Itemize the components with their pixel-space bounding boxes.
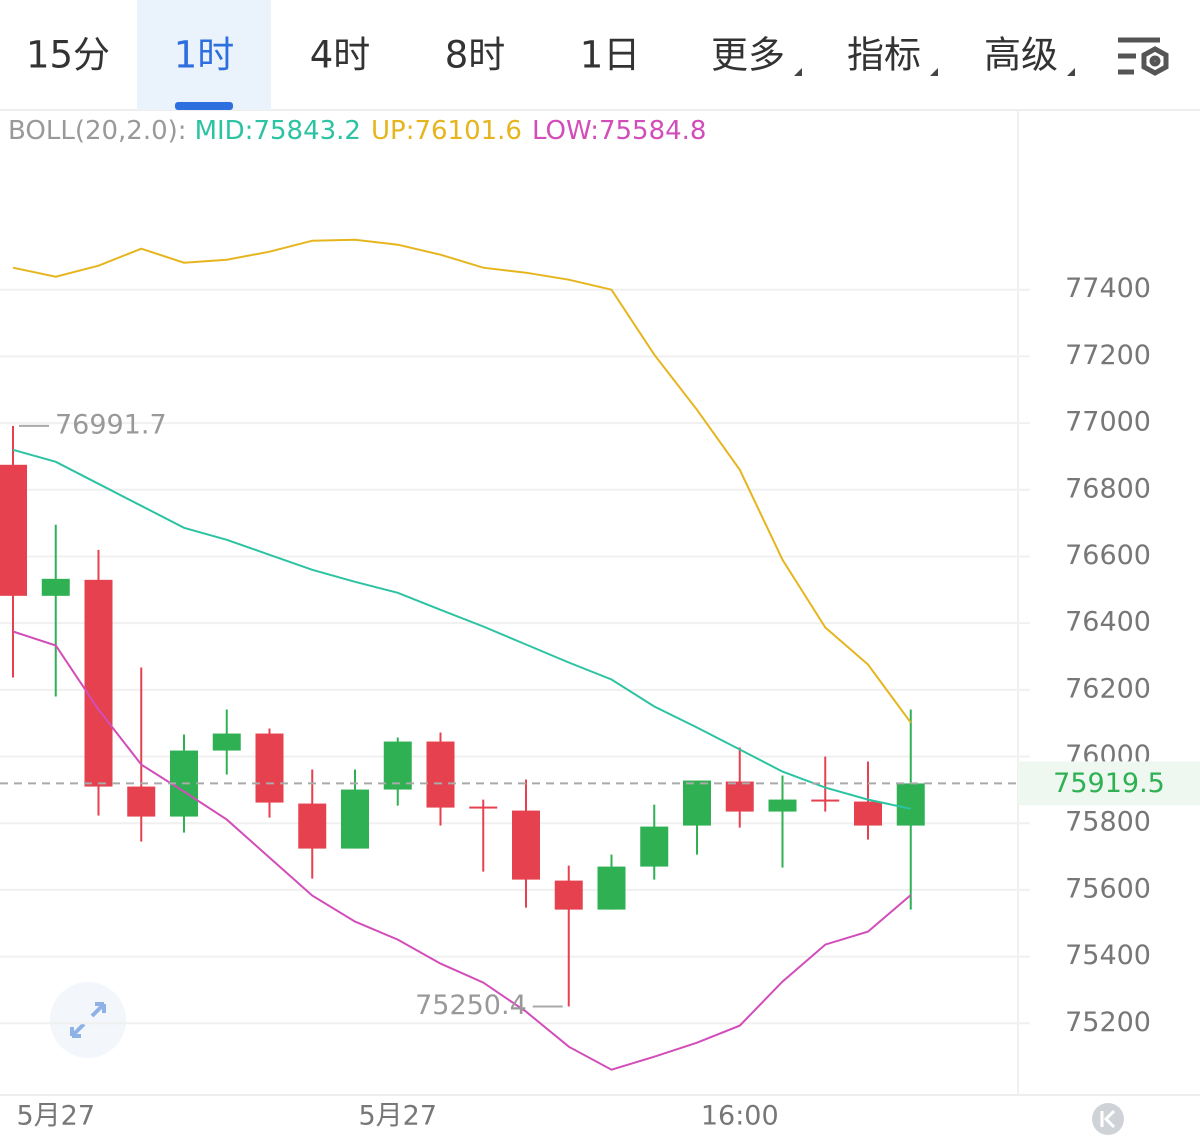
candle-body <box>84 579 113 787</box>
candle-body <box>854 801 882 826</box>
tab-label[interactable]: 1时 <box>174 34 235 77</box>
candle-body <box>683 780 711 826</box>
boll-value: 75584.8 <box>599 116 707 146</box>
y-tick-label: 75400 <box>1065 940 1151 971</box>
candle-body <box>896 783 925 826</box>
candle-body <box>554 880 583 910</box>
candle-body <box>298 803 327 849</box>
tab-label[interactable]: 高级 <box>984 34 1058 77</box>
y-tick-label: 77400 <box>1065 273 1151 304</box>
dropdown-triangle <box>794 68 802 76</box>
boll-legend: BOLL(20,2.0): MID:75843.2 UP:76101.6 LOW:75… <box>8 116 706 146</box>
tab-label[interactable]: 更多 <box>711 34 785 77</box>
candle-body <box>212 733 241 751</box>
scroll-end-icon <box>1100 1109 1116 1129</box>
candle-body <box>0 464 27 596</box>
max-label: 76991.7 <box>55 409 167 440</box>
candle-body <box>725 781 754 812</box>
y-tick-label: 75800 <box>1065 807 1151 838</box>
boll-label: BOLL(20,2.0): <box>8 116 187 146</box>
x-tick-label: 16:00 <box>701 1101 779 1132</box>
expand-bg <box>50 982 126 1058</box>
candle-body <box>811 799 840 802</box>
candle-body <box>341 789 369 849</box>
current-price-label: 75919.5 <box>1053 768 1165 799</box>
y-tick-label: 77200 <box>1065 340 1151 371</box>
candle-body <box>640 826 669 867</box>
y-tick-label: 76200 <box>1065 673 1151 704</box>
expand-button[interactable] <box>50 982 126 1058</box>
candle-body <box>255 733 284 803</box>
candles <box>0 425 925 1007</box>
dropdown-triangle <box>1067 68 1075 76</box>
candle-body <box>469 806 498 809</box>
boll-line <box>12 630 912 1071</box>
candle-body <box>768 799 797 812</box>
y-tick-label: 75600 <box>1065 873 1151 904</box>
x-tick-label: 5月27 <box>16 1101 95 1132</box>
candle-body <box>127 786 156 817</box>
x-tick-label: 5月27 <box>358 1101 437 1132</box>
candle-body <box>426 741 455 808</box>
y-tick-label: 76600 <box>1065 540 1151 571</box>
tab-label[interactable]: 1日 <box>580 34 641 77</box>
icon-hex <box>1141 46 1169 76</box>
icon-dot <box>1149 55 1161 67</box>
boll-line <box>12 448 912 810</box>
scroll-end-button[interactable] <box>1092 1103 1124 1135</box>
active-tab-indicator <box>175 102 233 110</box>
candle-body <box>597 866 626 910</box>
current-price-box <box>1018 761 1200 806</box>
tab-label[interactable]: 15分 <box>26 34 110 77</box>
boll-name: UP: <box>371 116 414 146</box>
tab-label[interactable]: 4时 <box>310 34 371 77</box>
active-tab-bg <box>137 0 271 110</box>
candle-body <box>383 741 412 790</box>
y-tick-label: 75200 <box>1065 1007 1151 1038</box>
y-tick-label: 76400 <box>1065 607 1151 638</box>
candle-body <box>41 578 70 596</box>
tab-label[interactable]: 指标 <box>847 34 921 77</box>
y-tick-label: 77000 <box>1065 407 1151 438</box>
dropdown-triangle <box>930 68 938 76</box>
candle-body <box>512 810 540 880</box>
boll-name: MID: <box>195 116 254 146</box>
tab-label[interactable]: 8时 <box>445 34 506 77</box>
boll-name: LOW: <box>532 116 599 146</box>
boll-line <box>12 238 912 724</box>
boll-value: 75843.2 <box>253 116 361 146</box>
expand-icon <box>70 1002 106 1038</box>
boll-value: 76101.6 <box>414 116 522 146</box>
settings-icon[interactable] <box>1118 37 1169 76</box>
y-tick-label: 76800 <box>1065 473 1151 504</box>
min-label: 75250.4 <box>415 990 527 1021</box>
